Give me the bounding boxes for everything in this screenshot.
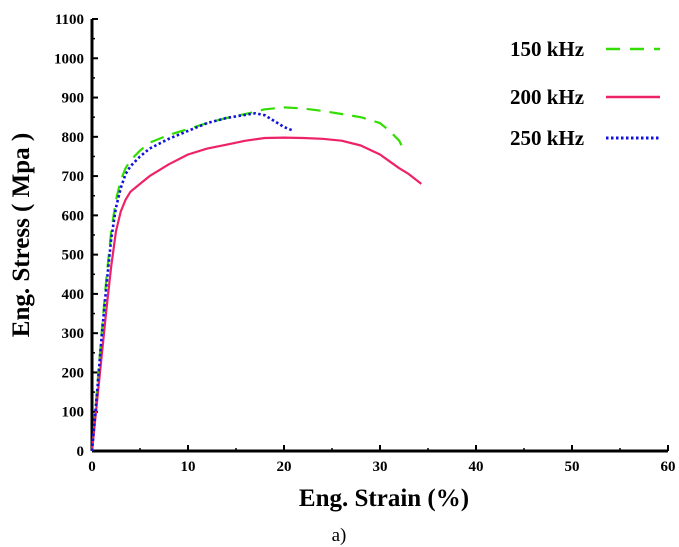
y-axis-title: Eng. Stress ( Mpa ) (8, 133, 35, 337)
x-tick-label: 20 (277, 459, 292, 475)
x-axis-ticks: 0 10 20 30 40 50 60 (88, 445, 676, 475)
series-lines (90, 106, 422, 452)
series-line-150-khz (90, 106, 406, 452)
x-tick-label: 50 (565, 459, 580, 475)
series-line-250-khz (90, 112, 295, 452)
series-line-200-khz (90, 136, 422, 452)
y-tick-label: 900 (62, 91, 85, 107)
x-tick-label: 30 (373, 459, 388, 475)
y-tick-label: 600 (62, 208, 85, 224)
y-tick-label: 800 (62, 130, 85, 146)
y-tick-label: 1000 (54, 51, 84, 67)
figure-caption: a) (332, 525, 347, 546)
y-axis-ticks: 0 100 200 300 400 500 600 700 800 900 1000 1100 (54, 12, 98, 460)
legend-label: 150 kHz (510, 37, 584, 61)
x-tick-label: 10 (181, 459, 196, 475)
y-tick-label: 300 (62, 326, 85, 342)
x-axis-title: Eng. Strain (%) (299, 485, 469, 512)
y-tick-label: 100 (62, 405, 85, 421)
x-tick-label: 60 (661, 459, 676, 475)
y-tick-label: 1100 (55, 12, 84, 28)
legend-label: 200 kHz (510, 85, 584, 109)
y-tick-label: 500 (62, 248, 85, 264)
y-tick-label: 400 (62, 287, 85, 303)
x-tick-label: 40 (469, 459, 484, 475)
legend: 150 kHz 200 kHz 250 kHz (510, 37, 660, 150)
legend-label: 250 kHz (510, 126, 584, 150)
x-tick-label: 0 (88, 459, 96, 475)
y-tick-label: 700 (62, 169, 85, 185)
plot-area: 0 10 20 30 40 50 60 0 100 200 300 400 500 600 700 800 9… (54, 12, 676, 475)
y-tick-label: 200 (62, 365, 85, 381)
y-tick-label: 0 (77, 444, 85, 460)
